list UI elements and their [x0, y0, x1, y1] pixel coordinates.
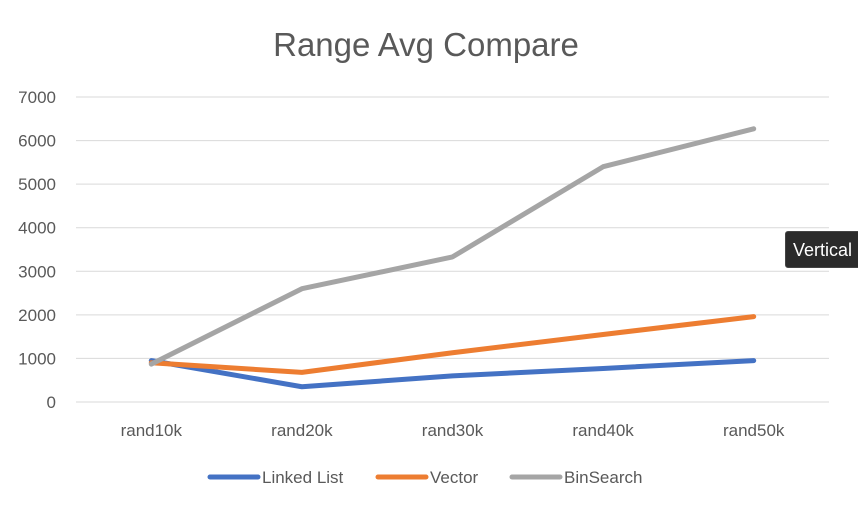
gridlines — [76, 96, 829, 403]
y-tick-label: 6000 — [18, 132, 56, 151]
chart-title: Range Avg Compare — [273, 26, 579, 63]
legend: Linked List Vector BinSearch — [207, 468, 642, 487]
legend-label: BinSearch — [564, 468, 642, 487]
y-tick-label: 4000 — [18, 219, 56, 238]
y-tick-label: 2000 — [18, 306, 56, 325]
y-tick-label: 7000 — [18, 88, 56, 107]
y-axis-tick-labels: 0 1000 2000 3000 4000 5000 6000 7000 — [18, 88, 56, 412]
legend-label: Vector — [430, 468, 479, 487]
x-tick-label: rand40k — [572, 421, 634, 440]
y-tick-label: 0 — [47, 393, 56, 412]
x-tick-label: rand30k — [422, 421, 484, 440]
tooltip: Vertical — [785, 231, 858, 268]
x-tick-label: rand20k — [271, 421, 333, 440]
series-lines — [148, 126, 757, 390]
y-tick-label: 5000 — [18, 175, 56, 194]
x-axis-tick-labels: rand10k rand20k rand30k rand40k rand50k — [121, 421, 785, 440]
series-line-binsearch — [148, 126, 757, 367]
series-line-linked-list — [148, 358, 757, 390]
series-line-vector — [148, 314, 757, 375]
legend-label: Linked List — [262, 468, 344, 487]
x-tick-label: rand10k — [121, 421, 183, 440]
x-tick-label: rand50k — [723, 421, 785, 440]
y-tick-label: 1000 — [18, 349, 56, 368]
y-tick-label: 3000 — [18, 262, 56, 281]
